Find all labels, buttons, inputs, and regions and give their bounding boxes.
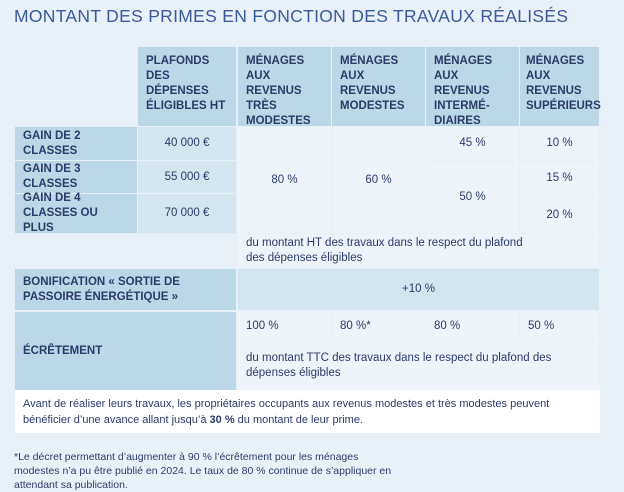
avance-text: Avant de réaliser leurs travaux, les pro… [23,398,550,426]
header-modestes: MÉNAGES AUX REVENUS MODESTES [332,47,425,126]
header-plafonds: PLAFONDS DES DÉPENSES ÉLIGIBLES HT [138,47,236,126]
ecretement-superieurs: 50 % [520,312,599,341]
avance-rate: 30 % [209,414,235,426]
ecretement-intermediaires: 80 % [426,312,519,341]
plafond-gain-3: 55 000 € [138,161,236,193]
avance-text-end: du montant de leur prime. [234,414,364,426]
header-superieurs: MÉNAGES AUX REVENUS SUPÉRIEURS [520,47,601,126]
intermediaires-gain-3-4: 50 % [426,161,519,233]
plafond-gain-2: 40 000 € [138,127,236,160]
ecretement-modestes: 80 %* [332,312,425,341]
plafond-gain-4: 70 000 € [138,194,236,233]
ttc-note: du montant TTC des travaux dans le respe… [238,342,599,390]
intermediaires-gain-2: 45 % [426,127,519,160]
superieurs-gain-4: 20 % [520,197,599,233]
avance-note: Avant de réaliser leurs travaux, les pro… [15,390,600,433]
bonification-value: +10 % [238,269,599,310]
page-title: MONTANT DES PRIMES EN FONCTION DES TRAVA… [14,6,569,26]
row-label-gain-3: GAIN DE 3 CLASSES [15,161,137,193]
row-label-gain-2: GAIN DE 2 CLASSES [15,127,137,160]
modestes-rate: 60 % [332,127,425,233]
ht-note: du montant HT des travaux dans le respec… [238,234,599,267]
tres-modestes-rate: 80 % [238,127,331,233]
ecretement-tres-modestes: 100 % [238,312,331,341]
ecretement-label: ÉCRÊTEMENT [15,312,236,390]
row-label-gain-4: GAIN DE 4 CLASSES OU PLUS [15,192,137,234]
header-intermediaires: MÉNAGES AUX REVENUS INTERMÉ-DIAIRES [426,47,519,127]
superieurs-gain-3: 15 % [520,161,599,196]
footnote: *Le décret permettant d’augmenter à 90 %… [14,451,392,491]
bonification-label: BONIFICATION « SORTIE DE PASSOIRE ÉNERGÉ… [15,269,236,310]
header-tres-modestes: MÉNAGES AUX REVENUS TRÈS MODESTES [238,47,331,127]
superieurs-gain-2: 10 % [520,127,599,160]
